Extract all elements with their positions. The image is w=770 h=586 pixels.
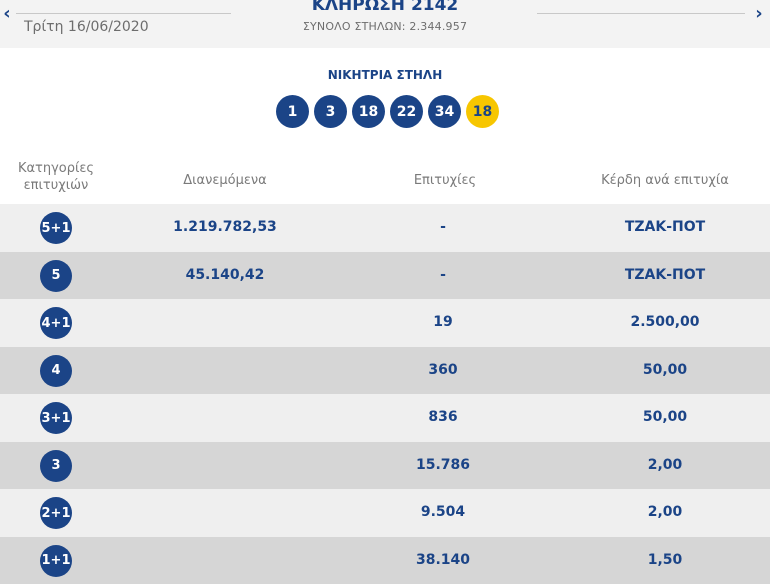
distributed-amount [150, 394, 300, 441]
winnings-per-success: 50,00 [642, 409, 688, 425]
successes-count: 836 [428, 409, 458, 425]
category-badge: 5 [40, 259, 72, 292]
category-badge: 4+1 [40, 307, 72, 339]
table-row: 5 45.140,42 - ΤΖΑΚ-ΠΟΤ [0, 251, 770, 299]
category-badge: 3 [40, 449, 72, 482]
next-draw-arrow-icon[interactable]: › [755, 3, 763, 24]
draw-date: Τρίτη 16/06/2020 [24, 19, 149, 35]
winnings-per-success: 2,00 [647, 504, 683, 520]
winning-number-ball: 18 [352, 95, 385, 128]
distributed-amount [150, 489, 300, 536]
header-successes: Επιτυχίες [413, 173, 477, 188]
winning-number-ball: 22 [390, 95, 423, 128]
successes-count: 15.786 [415, 456, 471, 473]
header-winnings: Κέρδη ανά επιτυχία [601, 173, 729, 188]
header-divider-right [537, 13, 745, 14]
distributed-amount: 45.140,42 [185, 266, 265, 283]
joker-number-ball: 18 [466, 95, 499, 128]
winnings-per-success: 50,00 [642, 361, 688, 378]
successes-count: - [440, 219, 446, 235]
table-row: 4 360 50,00 [0, 346, 770, 394]
table-row: 3 15.786 2,00 [0, 441, 770, 489]
winnings-per-success: ΤΖΑΚ-ΠΟΤ [624, 266, 706, 283]
previous-draw-arrow-icon[interactable]: ‹ [3, 3, 11, 24]
winnings-per-success: ΤΖΑΚ-ΠΟΤ [624, 219, 706, 235]
results-table-header: Κατηγορίες επιτυχιών Διανεμόμενα Επιτυχί… [0, 157, 770, 204]
table-row: 2+1 9.504 2,00 [0, 489, 770, 537]
distributed-amount [150, 299, 300, 346]
successes-count: 38.140 [415, 551, 471, 568]
winning-number-ball: 1 [276, 95, 309, 128]
header-distributed: Διανεμόμενα [183, 173, 267, 188]
distributed-amount: 1.219.782,53 [173, 219, 277, 235]
winning-number-ball: 3 [314, 95, 347, 128]
table-row: 1+1 38.140 1,50 [0, 536, 770, 584]
category-badge: 5+1 [40, 212, 72, 244]
table-row: 5+1 1.219.782,53 - ΤΖΑΚ-ΠΟΤ [0, 204, 770, 252]
category-badge: 3+1 [40, 402, 72, 434]
header-divider-left [16, 13, 231, 14]
distributed-amount [150, 347, 300, 394]
category-badge: 2+1 [40, 497, 72, 529]
distributed-amount [150, 537, 300, 584]
successes-count: 360 [428, 361, 458, 378]
winnings-per-success: 2.500,00 [630, 314, 700, 330]
table-row: 4+1 19 2.500,00 [0, 299, 770, 347]
table-row: 3+1 836 50,00 [0, 394, 770, 442]
draw-header: ‹ Τρίτη 16/06/2020 ΚΛΗΡΩΣΗ 2142 ΣΥΝΟΛΟ Σ… [0, 0, 770, 48]
results-table-body: 5+1 1.219.782,53 - ΤΖΑΚ-ΠΟΤ 5 45.140,42 … [0, 204, 770, 584]
winnings-per-success: 1,50 [647, 551, 683, 568]
winnings-per-success: 2,00 [647, 456, 683, 473]
category-badge: 1+1 [40, 544, 72, 577]
successes-count: - [440, 266, 446, 283]
category-badge: 4 [40, 354, 72, 387]
distributed-amount [150, 442, 300, 489]
winning-numbers: 1 3 18 22 34 18 [276, 95, 499, 128]
successes-count: 19 [433, 314, 453, 330]
winning-column-label: ΝΙΚΗΤΡΙΑ ΣΤΗΛΗ [327, 68, 443, 82]
winning-number-ball: 34 [428, 95, 461, 128]
draw-title: ΚΛΗΡΩΣΗ 2142 [311, 0, 459, 15]
successes-count: 9.504 [420, 504, 466, 520]
total-columns: ΣΥΝΟΛΟ ΣΤΗΛΩΝ: 2.344.957 [302, 20, 468, 33]
header-category: Κατηγορίες επιτυχιών [17, 161, 95, 193]
